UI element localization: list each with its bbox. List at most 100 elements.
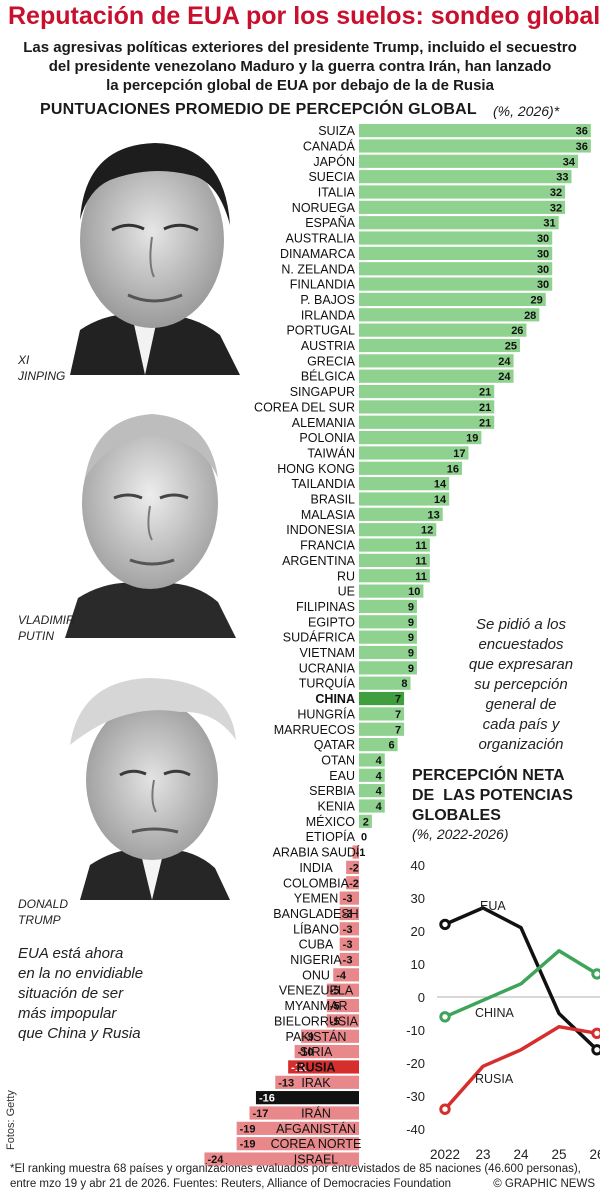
bar-value-indonesia: 12	[421, 525, 433, 537]
bar-row-francia: 11 FRANCIA	[300, 538, 430, 553]
bar-label-myanmar: MYANMAR	[285, 999, 348, 1013]
bar-label-mexico: MÉXICO	[306, 814, 356, 829]
bar-value-italia: 32	[550, 187, 562, 199]
bar-row-n-zelanda: 30 N. ZELANDA	[281, 262, 553, 276]
series-point-china	[439, 1011, 451, 1023]
bar-china	[359, 691, 405, 706]
bar-value-argentina: 11	[415, 555, 427, 567]
bar-value-espana: 31	[543, 218, 555, 230]
bar-value-austria: 25	[505, 341, 517, 353]
bar-value-n-zelanda: 30	[537, 264, 549, 276]
bar-label-suecia: SUECIA	[308, 170, 355, 184]
bar-label-eua: EUA	[303, 1091, 329, 1105]
bar-taiwan	[359, 446, 469, 460]
bar-row-malasia: 13 MALASIA	[301, 507, 443, 522]
bar-ru	[359, 569, 430, 583]
series-label-china: CHINA	[475, 1006, 515, 1020]
note-line: su percepción	[474, 676, 568, 693]
bar-label-colombia: COLOMBIA	[283, 876, 350, 890]
bar-value-tailandia: 14	[434, 479, 447, 491]
bar-kenia	[359, 799, 385, 813]
x-tick-label: 26	[589, 1147, 600, 1162]
vladimir-putin-photo	[65, 414, 236, 638]
bar-row-dinamarca: 30 DINAMARCA	[280, 246, 553, 261]
bar-value-dinamarca: 30	[537, 248, 549, 260]
line-chart-unit: (%, 2022-2026)	[412, 826, 509, 842]
bar-label-venezuela: VENEZUELA	[279, 984, 354, 998]
line-chart-title-line: PERCEPCIÓN NETA	[412, 767, 565, 784]
bar-row-p-bajos: 29 P. BAJOS	[300, 292, 546, 307]
bar-row-hungria: 7 HUNGRÍA	[297, 706, 405, 721]
bar-cuba	[339, 937, 359, 951]
bar-value-afganistan: -19	[240, 1123, 256, 1135]
bar-label-brasil: BRASIL	[311, 493, 356, 507]
bar-row-eua: -16 EUA	[255, 1091, 359, 1105]
bar-row-corea-del-sur: 21 COREA DEL SUR	[254, 400, 495, 414]
bar-hong-kong	[359, 461, 463, 475]
bar-value-vietnam: 9	[408, 648, 414, 660]
bar-row-israel: -24 ISRAEL	[204, 1152, 359, 1167]
bar-value-venezuela: -5	[330, 985, 340, 997]
bar-value-turquia: 8	[401, 678, 407, 690]
bar-label-eau: EAU	[329, 769, 355, 783]
series-point-rusia	[591, 1027, 600, 1039]
headline: Reputación de EUA por los suelos: sondeo…	[8, 2, 600, 30]
bar-value-corea-del-sur: 21	[479, 402, 491, 414]
bar-australia	[359, 231, 553, 245]
bar-mexico	[359, 814, 372, 828]
bar-label-francia: FRANCIA	[300, 539, 356, 553]
bar-label-canada: CANADÁ	[303, 138, 356, 153]
sources-row: entre mzo 19 y abr 21 de 2026. Fuentes: …	[10, 1177, 595, 1192]
deck-line: la percepción global de EUA por debajo d…	[106, 77, 494, 94]
bar-label-irak: IRAK	[301, 1076, 331, 1090]
bar-japon	[359, 154, 578, 168]
bar-value-portugal: 26	[511, 325, 523, 337]
bar-label-serbia: SERBIA	[309, 784, 356, 798]
bar-chart-title: PUNTUACIONES PROMEDIO DE PERCEPCIÓN GLOB…	[40, 101, 477, 118]
bar-label-argentina: ARGENTINA	[282, 554, 356, 568]
bar-row-sudafrica: 9 SUDÁFRICA	[283, 630, 417, 645]
caption-line: DONALD	[18, 897, 69, 911]
caption-line: PUTIN	[18, 629, 54, 643]
bar-row-finlandia: 30 FINLANDIA	[290, 277, 553, 292]
bar-row-alemania: 21 ALEMANIA	[292, 415, 495, 430]
bar-value-onu: -4	[336, 970, 347, 982]
sources: entre mzo 19 y abr 21 de 2026. Fuentes: …	[10, 1178, 452, 1190]
bar-francia	[359, 538, 430, 552]
bar-portugal	[359, 323, 527, 337]
bar-label-kenia: KENIA	[317, 800, 355, 814]
bar-label-n-zelanda: N. ZELANDA	[281, 262, 355, 276]
bar-label-ue: UE	[338, 585, 355, 599]
note-line: situación de ser	[18, 985, 124, 1002]
bar-dinamarca	[359, 246, 553, 260]
bar-rusia	[288, 1060, 359, 1074]
bar-label-china: CHINA	[315, 692, 355, 706]
bar-value-siria: -10	[298, 1047, 314, 1059]
series-label-eua: EUA	[480, 899, 506, 913]
bar-label-otan: OTAN	[321, 753, 355, 767]
bar-finlandia	[359, 277, 553, 291]
deck-line: del presidente venezolano Maduro y la gu…	[48, 58, 552, 75]
x-tick-label: 2022	[430, 1147, 460, 1162]
bar-value-pakistan: -9	[304, 1031, 314, 1043]
bar-row-argentina: 11 ARGENTINA	[282, 553, 430, 568]
note-line: EUA está ahora	[18, 945, 124, 962]
usa-unpopular-note: EUA está ahora en la no envidiable situa…	[18, 944, 143, 1044]
bar-label-australia: AUSTRALIA	[286, 232, 356, 246]
bar-value-suiza: 36	[576, 126, 588, 138]
bar-value-p-bajos: 29	[531, 294, 543, 306]
bar-hungria	[359, 707, 405, 721]
donald-trump-caption: DONALD TRUMP	[18, 896, 68, 928]
bar-value-kenia: 4	[376, 801, 383, 813]
bar-value-myanmar: -5	[330, 1001, 340, 1013]
bar-label-bangladesh: BANGLADESH	[273, 907, 358, 921]
bar-vietnam	[359, 645, 417, 660]
graphic-news-brand: © GRAPHIC NEWS	[493, 1178, 595, 1190]
bar-value-yemen: -3	[343, 893, 353, 905]
bar-label-singapur: SINGAPUR	[290, 385, 355, 399]
bar-value-libano: -3	[343, 924, 353, 936]
bar-value-belgica: 24	[498, 371, 511, 383]
bar-row-noruega: 32 NORUEGA	[292, 200, 566, 215]
bar-tailandia	[359, 477, 450, 491]
